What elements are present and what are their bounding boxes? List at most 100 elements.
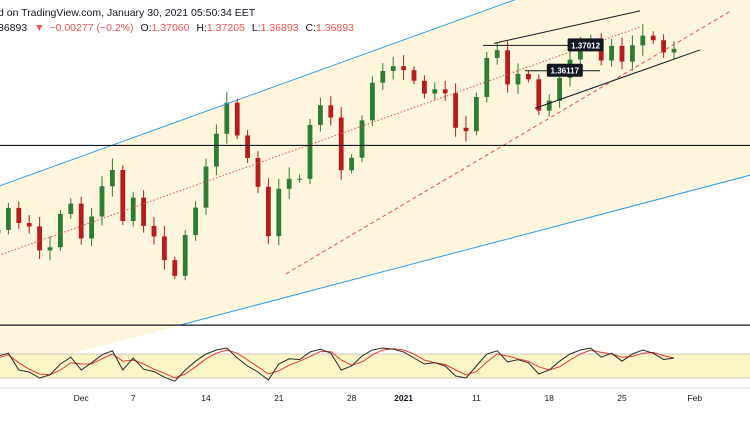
candle-body [442,89,448,94]
candle-body [6,207,11,230]
trendlines-layer [0,0,750,326]
candle-body [526,73,531,80]
candle-body [68,203,74,214]
candle-body [151,225,157,237]
candle-body [401,66,406,71]
candle-body [224,102,230,134]
x-tick-label: 21 [274,393,284,403]
price-tags-layer: 1.37012 1.36117 [546,38,604,77]
wedge-lower-line [534,49,701,109]
candle-body [474,96,479,132]
background-layer [0,0,750,373]
x-tick-label: 11 [472,393,481,403]
candle-body [193,207,198,236]
header-text: d on TradingView.com, January 30, 2021 0… [0,7,256,19]
x-tick-label: 18 [544,393,554,403]
candle-body [172,260,178,276]
candle-body [650,35,656,41]
candle-body [266,186,271,237]
channel-fill [0,0,750,373]
candle-body [307,124,313,179]
candle-body [120,169,126,222]
x-tick-label: 25 [617,393,627,403]
channel-lower-line [179,174,750,326]
candle-body [536,79,542,111]
candle-body [328,105,334,118]
stoch-k-line [0,347,675,382]
candle-body [578,47,583,60]
wedge-upper-line [493,10,641,44]
candle-body [297,178,302,180]
candle-body [47,247,53,251]
price-tag-label: 1.37012 [571,41,600,50]
candle-body [110,169,115,187]
candle-body [630,45,635,62]
x-tick-label: 2021 [394,393,413,403]
open-value: 1.37060 [152,22,190,34]
candle-body [78,203,84,239]
change-value: −0.00277 (−0.2%) [49,22,133,34]
candles-layer [0,24,677,281]
x-tick-label: 7 [131,393,136,403]
candle-body [411,70,417,81]
candle-body [182,235,188,276]
candle-body [318,105,323,125]
candle-body [37,226,42,251]
close-label: C: [305,22,316,34]
candle-body [546,100,552,111]
candle-body [463,127,469,132]
candle-body [370,82,375,121]
header-ohlc: 36893 ▼ −0.00277 (−0.2%) O:1.37060 H:1.3… [0,22,354,34]
candle-body [505,50,510,85]
candle-body [380,71,386,83]
candle-body [453,93,458,128]
candle-body [162,236,167,261]
price-tag-label: 1.36117 [551,67,580,76]
candle-body [58,213,63,248]
close-value: 1.36893 [316,22,354,34]
candle-body [99,186,105,217]
candle-body [26,223,32,227]
candle-body [515,73,521,85]
candle-body [359,120,365,158]
x-tick-label: Feb [687,393,702,403]
candle-body [338,117,344,171]
x-tick-label: 14 [201,393,211,403]
rising-trendline [285,10,731,275]
candle-body [640,35,646,46]
candle-body [214,133,219,167]
candle-body [390,66,396,72]
x-tick-label: 28 [347,393,357,403]
candle-body [484,57,490,97]
change-arrow: ▼ [34,22,44,34]
candle-body [276,188,282,237]
stoch-d-line [0,348,675,379]
candle-body [432,89,438,94]
candle-body [286,178,292,189]
header-prefix: d on TradingView.com, January 30, 2021 0… [0,7,256,19]
price-tag-box [546,63,583,77]
channel-upper-line [0,0,516,187]
candle-body [661,40,666,53]
header-left-value: 36893 [0,22,27,34]
candle-body [422,80,427,94]
high-label: H: [196,22,207,34]
candle-body [89,216,94,239]
price-tag-box [567,38,604,52]
open-label: O: [140,22,151,34]
candle-body [203,166,209,208]
candle-body [349,157,354,171]
time-axis: Dec71421282021111825Feb8 [0,387,750,403]
candle-body [255,158,261,187]
candle-body [619,45,625,62]
candle-body [245,135,250,159]
channel-midline [0,26,641,256]
high-value: 1.37205 [207,22,245,34]
stoch-band [0,354,750,378]
candle-body [494,50,500,58]
x-tick-label: Dec [74,393,90,403]
stoch-lines-layer [0,347,675,382]
candle-body [141,197,146,226]
